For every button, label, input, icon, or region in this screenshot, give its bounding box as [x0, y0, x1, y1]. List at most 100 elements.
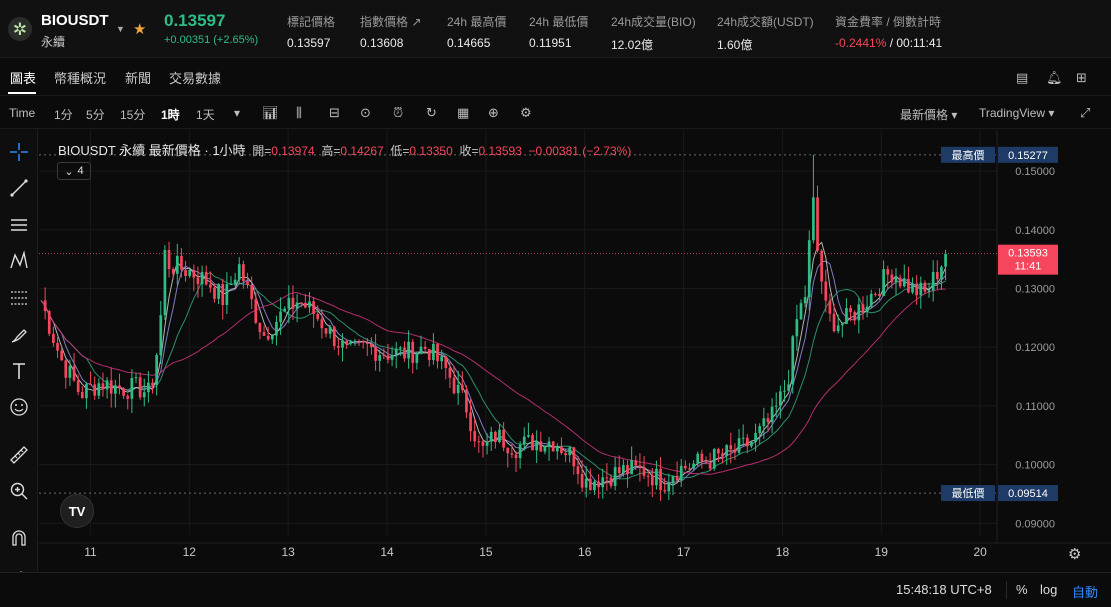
last-price-countdown: 11:41	[1015, 261, 1042, 273]
candle-body	[679, 465, 683, 481]
candle-style-icon[interactable]: ⫼	[296, 105, 302, 120]
legend-low-label: 低=	[390, 144, 410, 158]
interval-1h[interactable]: 1時	[161, 108, 180, 122]
candle-body	[568, 447, 572, 456]
zoom-in-icon[interactable]	[6, 478, 32, 504]
candle-body	[589, 478, 592, 491]
candle-body	[262, 332, 266, 336]
screenshot-camera-icon[interactable]: ⊙	[360, 105, 371, 120]
interval-time[interactable]: Time	[9, 106, 36, 120]
clock-time[interactable]: 15:48:18 UTC+8	[896, 582, 992, 597]
candle-body	[456, 384, 460, 394]
tab-coin-overview[interactable]: 幣種概況	[54, 71, 107, 86]
candlestick-chart-svg[interactable]: 0.15000 0.14000 0.13000 0.12000 0.11000 0.100…	[39, 130, 1111, 570]
interval-5m[interactable]: 5分	[86, 108, 105, 122]
candle-body	[671, 475, 675, 484]
candle-body	[832, 313, 836, 332]
calendar-icon[interactable]: ▦	[457, 105, 470, 120]
stat-index-price[interactable]: 指數價格 ↗ 0.13608	[360, 13, 421, 50]
alarm-clock-icon[interactable]: ⏰︎	[393, 105, 404, 120]
x-tick-label: 18	[776, 545, 790, 559]
pattern-tool-icon[interactable]	[6, 248, 32, 274]
view-select[interactable]: TradingView ▾	[979, 106, 1054, 120]
ruler-icon[interactable]	[6, 442, 32, 468]
text-tool-icon[interactable]	[6, 358, 32, 384]
candle-body	[142, 392, 146, 398]
tab-trading-data[interactable]: 交易數據	[169, 71, 222, 86]
interval-15m[interactable]: 15分	[120, 108, 146, 122]
y-tick-label: 0.11000	[1016, 401, 1055, 413]
candle-body	[242, 264, 245, 282]
candle-body	[308, 301, 311, 308]
candle-body	[411, 341, 415, 363]
candle-body	[923, 282, 927, 292]
interval-more-chevron-icon[interactable]: ▾	[234, 106, 241, 120]
candle-body	[353, 340, 357, 342]
alert-bell-icon[interactable]: 🔔︎	[1046, 70, 1063, 85]
moving-average-line	[40, 288, 946, 475]
crosshair-icon[interactable]	[6, 139, 32, 165]
log-toggle[interactable]: log	[1040, 582, 1058, 597]
fib-tool-icon[interactable]	[6, 285, 32, 311]
notes-icon[interactable]: ▤	[1016, 70, 1029, 85]
symbol-dropdown-icon[interactable]: ▼	[116, 24, 125, 34]
legend-close-label: 收=	[459, 144, 479, 158]
stat-value: 0.11951	[529, 36, 572, 50]
emoji-icon[interactable]	[6, 394, 32, 420]
percent-toggle[interactable]: %	[1016, 582, 1028, 597]
last-price-tag-bg	[998, 244, 1058, 275]
horizontal-lines-icon[interactable]	[6, 212, 32, 238]
candle-body	[861, 304, 865, 313]
interval-1d[interactable]: 1天	[196, 108, 215, 122]
candle-body	[634, 460, 638, 466]
legend-open-label: 開=	[252, 144, 272, 158]
candle-body	[840, 323, 844, 326]
candle-body	[824, 281, 828, 301]
tab-news[interactable]: 新聞	[125, 71, 152, 86]
candle-body	[853, 312, 857, 321]
price-chart[interactable]: 0.15000 0.14000 0.13000 0.12000 0.11000 0.100…	[39, 130, 1111, 570]
fullscreen-expand-icon[interactable]: ⤢	[1080, 105, 1091, 120]
x-tick-label: 12	[183, 545, 197, 559]
favorite-star-icon[interactable]: ★	[133, 21, 147, 38]
y-tick-label: 0.12000	[1015, 342, 1055, 354]
price-type-select[interactable]: 最新價格 ▾	[900, 106, 957, 123]
chart-settings-gear-icon[interactable]: ⚙︎	[1068, 546, 1082, 563]
auto-scale-toggle[interactable]: 自動	[1072, 585, 1099, 600]
candle-body	[774, 405, 778, 407]
settings-gear-icon[interactable]: ⚙︎	[520, 105, 532, 120]
layout-grid-icon[interactable]: ⊞	[1076, 70, 1087, 85]
refresh-icon[interactable]: ↻	[426, 105, 437, 120]
stat-label: 24h 最低價	[529, 15, 589, 29]
indicators-toggle-button[interactable]: ⌄ 4	[57, 162, 91, 180]
candle-body	[126, 395, 130, 399]
tab-chart[interactable]: 圖表	[10, 71, 37, 86]
content-tabs: 圖表 幣種概況 新聞 交易數據 ▤ 🔔︎ ⊞	[0, 58, 1111, 96]
candle-body	[217, 283, 220, 299]
stat-mark-price: 標記價格 0.13597	[287, 13, 335, 50]
chart-type-icon[interactable]: 📊︎	[262, 105, 279, 120]
candle-body	[175, 255, 179, 274]
candle-body	[113, 385, 117, 394]
y-tick-label: 0.10000	[1015, 460, 1055, 472]
magnet-icon[interactable]	[6, 525, 32, 551]
legend-diff: −0.00381 (−2.73%)	[528, 144, 632, 158]
indicators-icon[interactable]: ⊟	[329, 105, 340, 120]
candle-body	[820, 250, 824, 282]
candle-body	[188, 270, 192, 277]
trend-line-icon[interactable]	[6, 175, 32, 201]
symbol-name[interactable]: BIOUSDT	[41, 12, 109, 29]
tradingview-logo-icon[interactable]: TV	[60, 494, 94, 528]
candle-body	[266, 335, 270, 340]
candle-body	[576, 466, 580, 474]
candle-body	[299, 302, 303, 304]
interval-1m[interactable]: 1分	[54, 108, 73, 122]
candle-body	[807, 240, 811, 298]
candle-body	[927, 290, 931, 292]
brush-icon[interactable]	[6, 322, 32, 348]
candle-body	[667, 483, 671, 492]
add-circle-icon[interactable]: ⊕	[488, 105, 499, 120]
stat-funding-rate: 資金費率 / 倒數計時 -0.2441% / 00:11:41	[835, 13, 942, 50]
candle-body	[869, 293, 873, 307]
candle-body	[828, 300, 832, 314]
